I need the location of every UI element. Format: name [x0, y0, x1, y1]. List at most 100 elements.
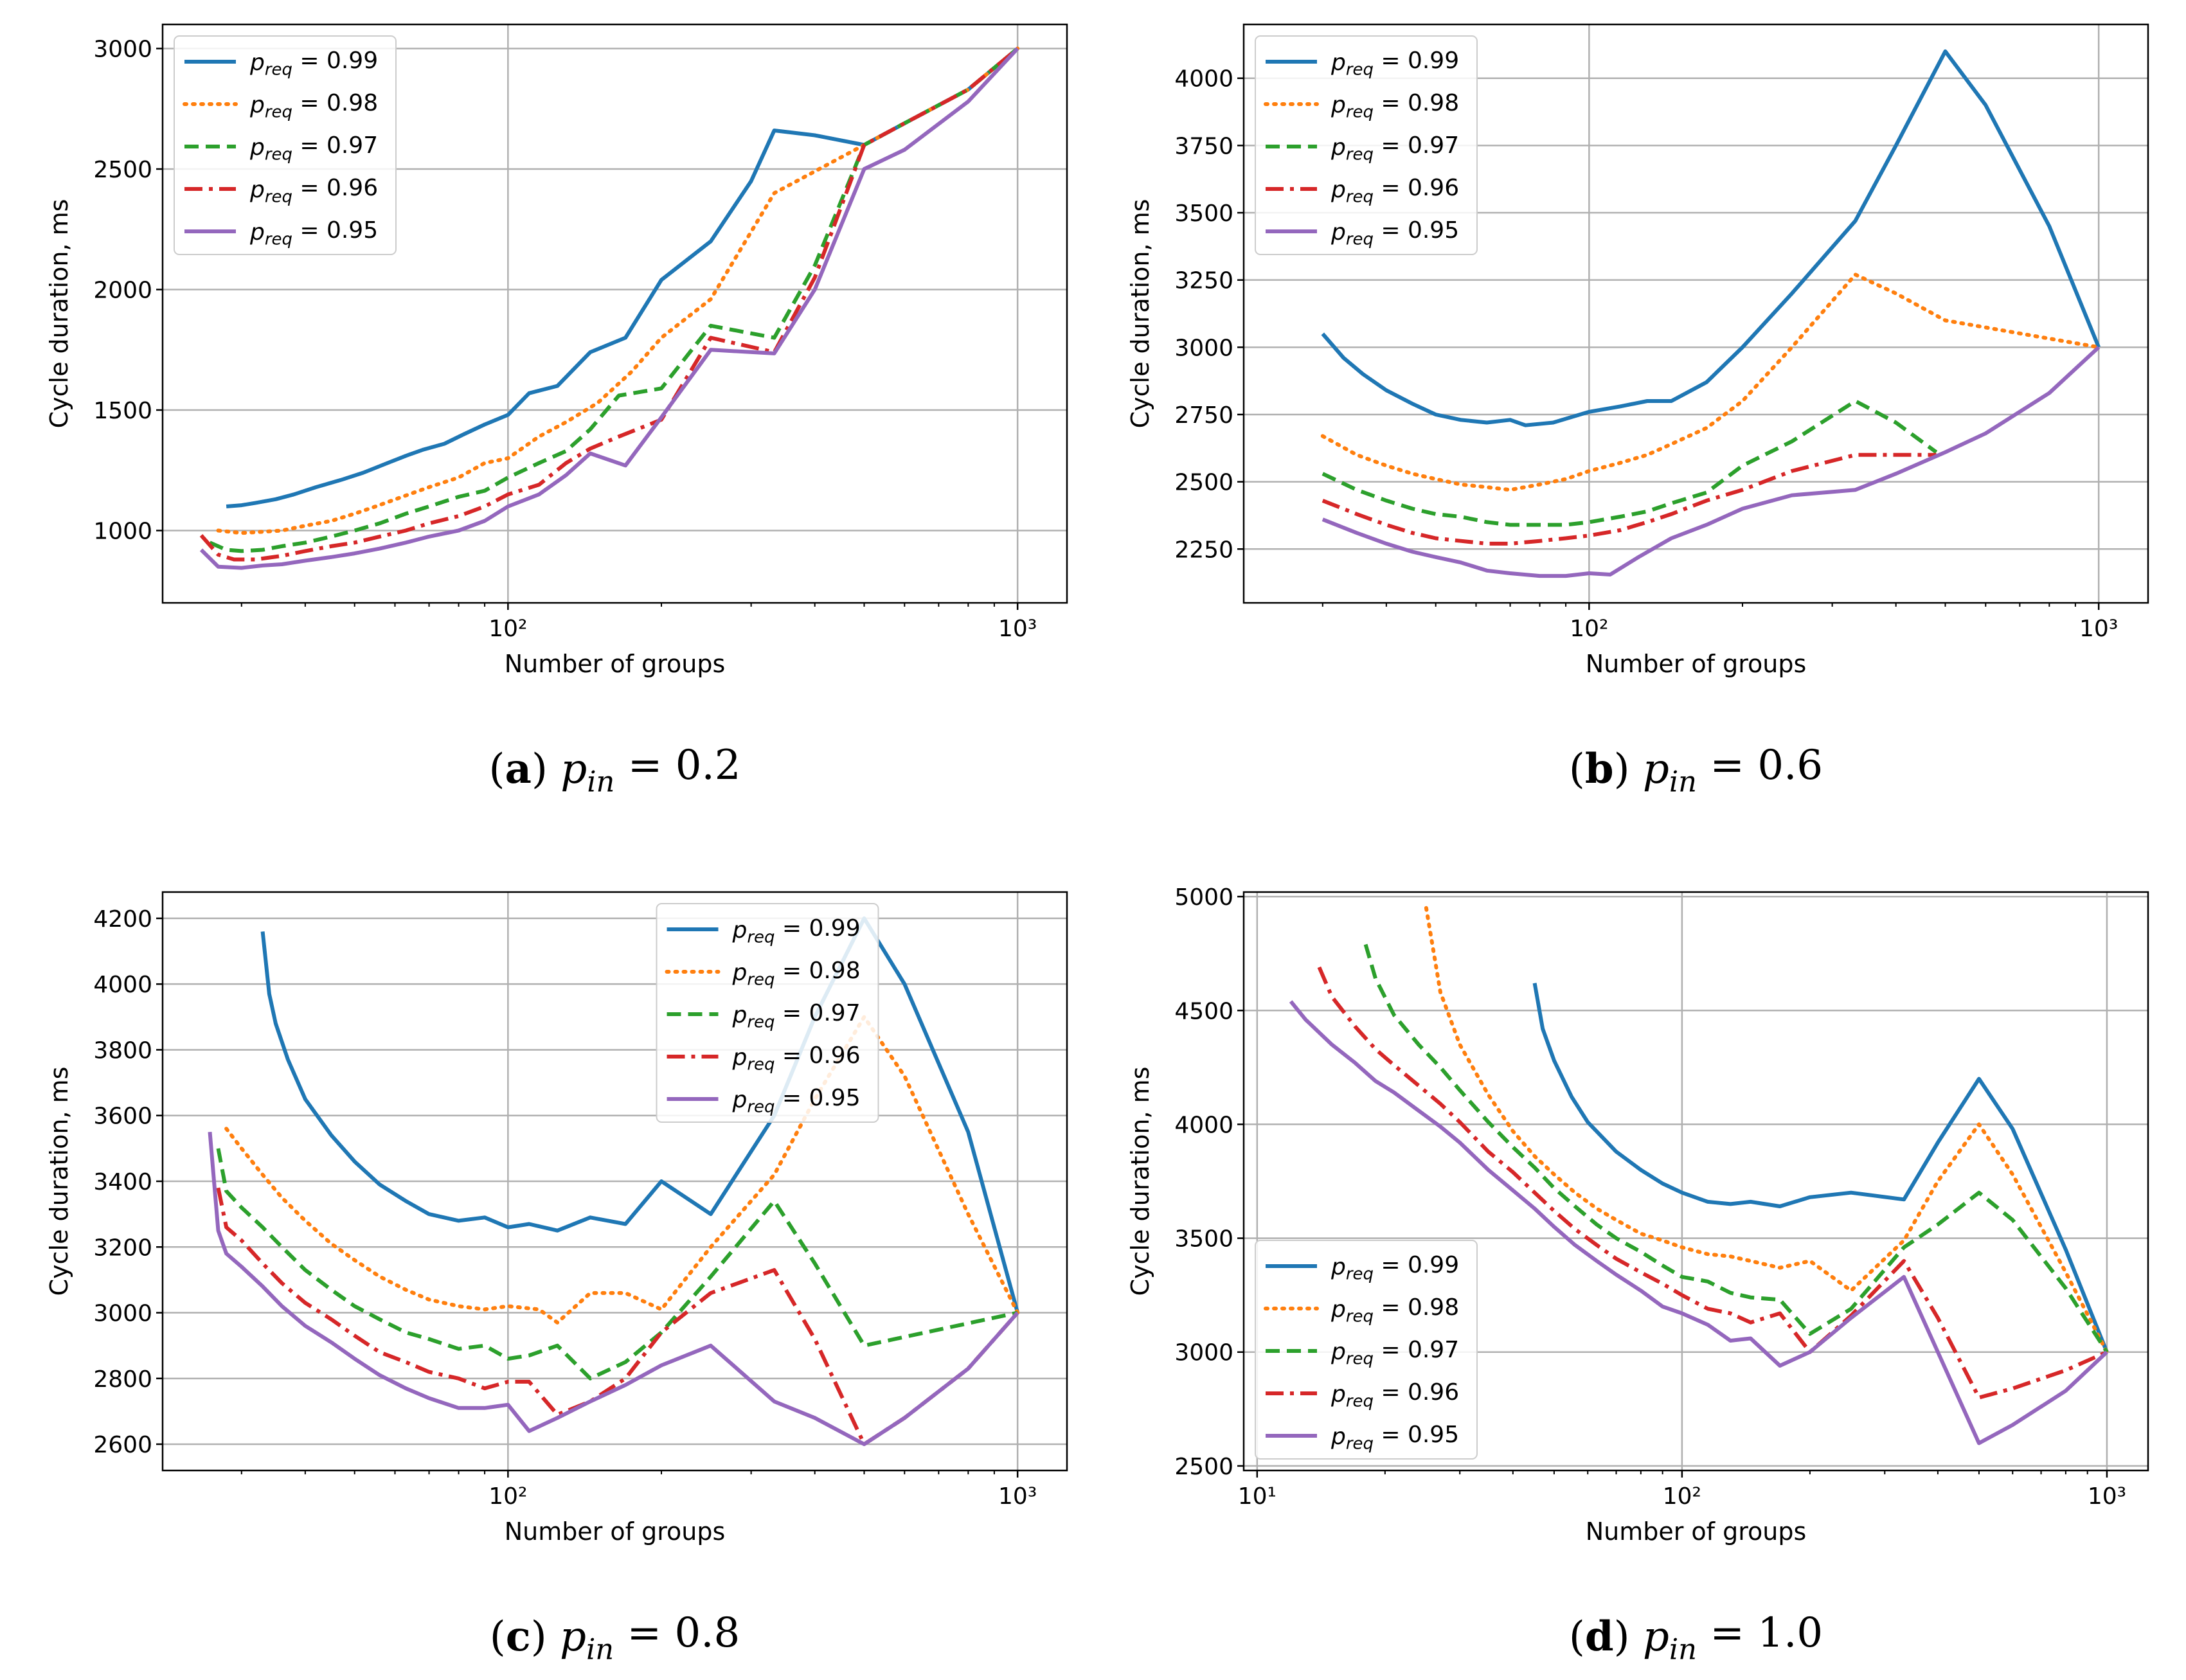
legend: preq = 0.99 preq = 0.98 preq = 0.97 preq = … [1255, 1240, 1478, 1460]
legend-label: preq = 0.99 [732, 915, 861, 947]
y-tick-label: 3800 [93, 1037, 152, 1064]
y-tick-label: 4000 [1174, 1112, 1233, 1138]
legend-label: preq = 0.97 [732, 1000, 861, 1032]
chart-panel-b: 2250 2500 2750 3000 3250 3500 3750 4000 10² 10³ Nu… [1126, 23, 2149, 798]
y-tick-label: 1500 [93, 398, 152, 424]
chart-panel-c: 2600 2800 3000 3200 3400 3600 3800 4000 4200 10² 1… [45, 891, 1068, 1666]
legend-label: preq = 0.96 [249, 175, 378, 206]
series-line-3 [1321, 452, 1937, 546]
legend: preq = 0.99 preq = 0.98 preq = 0.97 preq = … [174, 35, 397, 255]
y-tick-label: 3750 [1174, 133, 1233, 159]
legend-label: preq = 0.95 [1330, 1422, 1459, 1453]
legend-label: preq = 0.96 [1330, 1379, 1459, 1411]
series-line-1 [224, 1015, 1020, 1325]
y-axis-label: Cycle duration, ms [1126, 1067, 1154, 1296]
y-axis-label: Cycle duration, ms [45, 199, 73, 429]
legend-label: preq = 0.99 [1330, 1252, 1459, 1283]
series-line-0 [1321, 49, 2101, 427]
legend-label: preq = 0.99 [1330, 48, 1459, 79]
legend-label: preq = 0.98 [249, 90, 378, 121]
x-axis-label: Number of groups [1586, 1517, 1807, 1546]
legend-label: preq = 0.96 [732, 1042, 861, 1074]
x-tick-label: 10¹ [1238, 1483, 1277, 1510]
series-line-3 [199, 47, 1019, 562]
x-tick-label: 10² [1663, 1483, 1701, 1510]
series-line-2 [216, 1148, 1018, 1381]
y-tick-label: 4200 [93, 906, 152, 933]
legend-label: preq = 0.97 [1330, 132, 1459, 164]
y-tick-label: 5000 [1174, 884, 1233, 911]
panel-caption: (d) pin = 1.0 [1569, 1609, 1823, 1666]
x-tick-label: 10² [1570, 616, 1608, 642]
y-tick-label: 2250 [1174, 537, 1233, 563]
plot-frame [1242, 891, 2149, 1472]
series-line-2 [1321, 399, 1938, 527]
legend-label: preq = 0.95 [1330, 217, 1459, 249]
legend-label: preq = 0.98 [1330, 90, 1459, 121]
y-tick-label: 1000 [93, 519, 152, 545]
y-tick-label: 3000 [93, 37, 152, 63]
legend-box [174, 35, 397, 255]
y-tick-label: 3200 [93, 1235, 152, 1261]
chart-panel-a: 1000 1500 2000 2500 3000 10² 10³ Number of grou… [45, 23, 1068, 798]
legend-label: preq = 0.97 [1330, 1337, 1459, 1368]
y-tick-label: 2500 [1174, 470, 1233, 496]
legend-box [656, 903, 879, 1123]
legend-label: preq = 0.98 [732, 958, 861, 989]
series-line-4 [208, 1132, 1019, 1447]
y-tick-label: 3500 [1174, 201, 1233, 227]
y-tick-label: 4000 [1174, 66, 1233, 93]
legend-label: preq = 0.96 [1330, 175, 1459, 206]
x-tick-label: 10³ [2088, 1483, 2126, 1510]
series-line-4 [1289, 1000, 2108, 1445]
series-line-4 [1321, 346, 2101, 578]
y-axis-label: Cycle duration, ms [1126, 199, 1154, 429]
series-line-0 [226, 47, 1019, 508]
x-tick-label: 10² [488, 616, 527, 642]
y-tick-label: 3000 [1174, 1340, 1233, 1366]
series-line-1 [1320, 273, 2101, 492]
x-tick-label: 10³ [998, 1483, 1037, 1510]
series-line-1 [1424, 906, 2109, 1354]
y-tick-label: 2500 [1174, 1454, 1233, 1480]
y-tick-label: 3600 [93, 1104, 152, 1130]
y-tick-label: 3250 [1174, 268, 1233, 294]
x-tick-label: 10² [488, 1483, 527, 1510]
plot-frame [1242, 23, 2149, 604]
legend-box [1255, 1240, 1478, 1460]
series-line-1 [216, 46, 1020, 535]
y-axis-label: Cycle duration, ms [45, 1067, 73, 1296]
legend-label: preq = 0.97 [249, 132, 378, 164]
legend: preq = 0.99 preq = 0.98 preq = 0.97 preq = … [656, 903, 879, 1123]
y-tick-label: 2800 [93, 1366, 152, 1393]
y-tick-label: 4500 [1174, 998, 1233, 1024]
y-tick-label: 3000 [93, 1301, 152, 1327]
y-tick-label: 2600 [93, 1432, 152, 1458]
x-axis-label: Number of groups [505, 650, 726, 678]
x-tick-label: 10³ [2079, 616, 2118, 642]
y-tick-label: 3400 [93, 1169, 152, 1195]
chart-panel-d: 2500 3000 3500 4000 4500 5000 10¹ 10² 10³ Number … [1126, 884, 2149, 1666]
x-axis-label: Number of groups [1586, 650, 1807, 678]
legend-label: preq = 0.95 [732, 1085, 861, 1116]
series-line-2 [1363, 943, 2109, 1354]
series-line-3 [1317, 966, 2108, 1400]
y-tick-label: 2500 [93, 157, 152, 183]
legend-box [1255, 35, 1478, 255]
legend-label: preq = 0.98 [1330, 1294, 1459, 1326]
series-line-3 [216, 1187, 1019, 1447]
legend: preq = 0.99 preq = 0.98 preq = 0.97 preq = … [1255, 35, 1478, 255]
y-tick-label: 2750 [1174, 402, 1233, 429]
series-line-4 [199, 47, 1019, 570]
y-tick-label: 3000 [1174, 335, 1233, 361]
x-tick-label: 10³ [998, 616, 1037, 642]
y-tick-label: 3500 [1174, 1226, 1233, 1253]
plot-frame [161, 23, 1068, 604]
x-axis-label: Number of groups [505, 1517, 726, 1546]
y-tick-label: 2000 [93, 278, 152, 304]
series-line-0 [1532, 983, 2109, 1353]
legend-label: preq = 0.95 [249, 217, 378, 249]
panel-caption: (c) pin = 0.8 [490, 1609, 740, 1666]
panel-caption: (a) pin = 0.2 [489, 742, 741, 798]
